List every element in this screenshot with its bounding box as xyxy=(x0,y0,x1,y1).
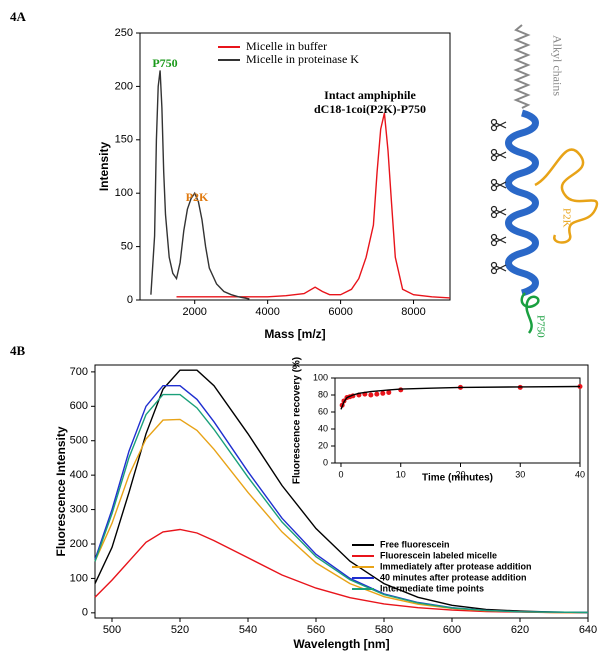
y-tick-label: 60 xyxy=(318,406,328,416)
x-axis-title: Wavelength [nm] xyxy=(293,637,389,651)
legend-label: Fluorescein labeled micelle xyxy=(380,550,497,560)
x-tick-label: 640 xyxy=(579,624,597,636)
y-tick-label: 400 xyxy=(70,469,88,481)
y-axis-title: Intensity xyxy=(97,142,111,192)
diagram-label: P750 xyxy=(534,315,546,338)
y-tick-label: 0 xyxy=(323,457,328,467)
x-tick-label: 20 xyxy=(455,469,465,479)
legend-label: Intermediate time points xyxy=(380,583,484,593)
diagram-label: Alkyl chains xyxy=(550,35,564,96)
series-line xyxy=(94,369,589,614)
x-tick-label: 10 xyxy=(396,469,406,479)
y-tick-label: 600 xyxy=(70,400,88,412)
x-axis-title: Mass [m/z] xyxy=(264,327,325,341)
annotation: P750 xyxy=(152,56,177,70)
x-tick-label: 520 xyxy=(171,624,189,636)
diagram-label: P2K xyxy=(560,208,572,228)
x-tick-label: 40 xyxy=(575,469,585,479)
y-tick-label: 200 xyxy=(115,80,133,92)
y-tick-label: 0 xyxy=(82,607,88,619)
y-axis-title: Fluorescence Intensity xyxy=(54,426,68,556)
data-point xyxy=(386,389,392,395)
x-axis-title: Time (minutes) xyxy=(422,473,493,484)
series-line xyxy=(176,112,451,299)
x-tick-label: 0 xyxy=(338,469,343,479)
y-tick-label: 300 xyxy=(70,503,88,515)
y-tick-label: 50 xyxy=(121,241,133,253)
data-point xyxy=(380,390,386,396)
x-tick-label: 580 xyxy=(375,624,393,636)
x-tick-label: 600 xyxy=(443,624,461,636)
y-axis-title: Fluorescence recovery (%) xyxy=(292,357,303,484)
legend-label: Micelle in proteinase K xyxy=(246,52,359,66)
x-tick-label: 620 xyxy=(511,624,529,636)
y-tick-label: 100 xyxy=(115,187,133,199)
panel-label: 4A xyxy=(10,9,27,24)
series-line xyxy=(94,393,589,614)
x-tick-label: 6000 xyxy=(328,306,352,318)
legend-label: 40 minutes after protease addition xyxy=(380,572,527,582)
annotation: P2K xyxy=(186,190,209,204)
y-tick-label: 20 xyxy=(318,440,328,450)
plot-frame xyxy=(139,32,451,301)
y-tick-label: 40 xyxy=(318,423,328,433)
series-line xyxy=(94,418,588,614)
x-tick-label: 30 xyxy=(515,469,525,479)
y-tick-label: 200 xyxy=(70,538,88,550)
annotation: dC18-1coi(P2K)-P750 xyxy=(314,102,426,116)
y-tick-label: 700 xyxy=(70,366,88,378)
amphiphile-diagram: Alkyl chains P2K P750 xyxy=(490,24,599,338)
y-tick-label: 0 xyxy=(127,294,133,306)
y-tick-label: 250 xyxy=(115,27,133,39)
plot-frame xyxy=(94,364,589,619)
annotation: Intact amphiphile xyxy=(324,88,416,102)
x-tick-label: 8000 xyxy=(401,306,425,318)
x-tick-label: 2000 xyxy=(182,306,206,318)
y-tick-label: 100 xyxy=(70,572,88,584)
legend-label: Micelle in buffer xyxy=(246,39,327,53)
plot-frame xyxy=(334,377,581,464)
x-tick-label: 500 xyxy=(103,624,121,636)
series-line xyxy=(150,70,250,300)
legend-label: Free fluorescein xyxy=(380,539,450,549)
data-point xyxy=(368,392,374,398)
series-line xyxy=(340,385,581,410)
y-tick-label: 500 xyxy=(70,435,88,447)
x-tick-label: 560 xyxy=(307,624,325,636)
y-tick-label: 150 xyxy=(115,134,133,146)
data-point xyxy=(374,391,380,397)
x-tick-label: 540 xyxy=(239,624,257,636)
legend-label: Immediately after protease addition xyxy=(380,561,532,571)
y-tick-label: 100 xyxy=(313,372,328,382)
x-tick-label: 4000 xyxy=(255,306,279,318)
panel-label: 4B xyxy=(10,343,26,358)
y-tick-label: 80 xyxy=(318,389,328,399)
